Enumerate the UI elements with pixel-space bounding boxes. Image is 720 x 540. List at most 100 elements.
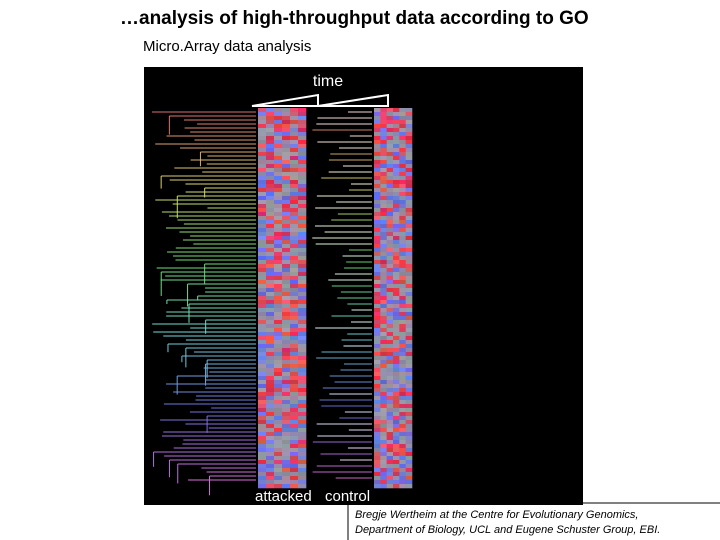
heatmap-cell <box>274 460 283 465</box>
heatmap-cell <box>266 420 275 425</box>
heatmap-cell <box>282 264 291 269</box>
heatmap-cell <box>374 460 381 465</box>
heatmap-cell <box>266 244 275 249</box>
heatmap-cell <box>393 132 400 137</box>
heatmap-cell <box>258 144 267 149</box>
heatmap-cell <box>374 448 381 453</box>
heatmap-cell <box>393 396 400 401</box>
heatmap-cell <box>258 416 267 421</box>
heatmap-cell <box>258 428 267 433</box>
heatmap-cell <box>393 236 400 241</box>
heatmap-cell <box>298 268 307 273</box>
heatmap-cell <box>380 388 387 393</box>
heatmap-cell <box>266 224 275 229</box>
time-wedge <box>251 93 319 107</box>
heatmap-cell <box>274 356 283 361</box>
heatmap-cell <box>266 268 275 273</box>
heatmap-cell <box>399 420 406 425</box>
heatmap-cell <box>405 252 413 257</box>
heatmap-cell <box>399 236 406 241</box>
heatmap-cell <box>266 300 275 305</box>
heatmap-cell <box>386 232 394 237</box>
heatmap-cell <box>290 132 299 137</box>
heatmap-cell <box>274 464 283 469</box>
heatmap-cell <box>290 280 299 285</box>
heatmap-cell <box>380 148 387 153</box>
heatmap-cell <box>399 132 406 137</box>
heatmap-cell <box>374 220 381 225</box>
heatmap-cell <box>298 196 307 201</box>
heatmap-cell <box>282 332 291 337</box>
heatmap-cell <box>258 464 267 469</box>
heatmap-cell <box>405 452 413 457</box>
heatmap-cell <box>258 276 267 281</box>
heatmap-cell <box>282 356 291 361</box>
heatmap-cell <box>282 280 291 285</box>
heatmap-cell <box>399 476 406 481</box>
heatmap-cell <box>399 312 406 317</box>
heatmap-cell <box>298 440 307 445</box>
heatmap-cell <box>258 396 267 401</box>
heatmap-cell <box>386 108 394 113</box>
heatmap-cell <box>298 128 307 133</box>
heatmap-cell <box>393 192 400 197</box>
heatmap-cell <box>290 272 299 277</box>
heatmap-cell <box>298 304 307 309</box>
heatmap-cell <box>258 112 267 117</box>
heatmap-cell <box>374 332 381 337</box>
heatmap-cell <box>274 328 283 333</box>
heatmap-cell <box>380 312 387 317</box>
heatmap-cell <box>380 324 387 329</box>
heatmap-cell <box>274 300 283 305</box>
heatmap-cell <box>399 296 406 301</box>
heatmap-cell <box>258 484 267 489</box>
heatmap-cell <box>380 372 387 377</box>
heatmap-cell <box>386 288 394 293</box>
heatmap-cell <box>393 336 400 341</box>
heatmap-cell <box>282 268 291 273</box>
heatmap-cell <box>399 240 406 245</box>
heatmap-cell <box>374 276 381 281</box>
heatmap-cell <box>290 200 299 205</box>
heatmap-cell <box>399 280 406 285</box>
heatmap-cell <box>274 172 283 177</box>
heatmap-cell <box>393 272 400 277</box>
heatmap-cell <box>380 364 387 369</box>
heatmap-cell <box>405 416 413 421</box>
heatmap-cell <box>386 224 394 229</box>
heatmap-cell <box>405 272 413 277</box>
heatmap-cell <box>282 152 291 157</box>
heatmap-cell <box>393 360 400 365</box>
heatmap-cell <box>380 316 387 321</box>
heatmap-cell <box>266 376 275 381</box>
heatmap-cell <box>290 292 299 297</box>
heatmap-cell <box>298 228 307 233</box>
heatmap-cell <box>266 444 275 449</box>
heatmap-cell <box>393 316 400 321</box>
heatmap-cell <box>393 296 400 301</box>
heatmap-cell <box>405 336 413 341</box>
heatmap-cell <box>282 200 291 205</box>
heatmap-cell <box>405 164 413 169</box>
heatmap-cell <box>374 144 381 149</box>
heatmap-cell <box>298 344 307 349</box>
heatmap-cell <box>380 260 387 265</box>
heatmap-cell <box>380 264 387 269</box>
heatmap-cell <box>290 332 299 337</box>
heatmap-cell <box>399 212 406 217</box>
heatmap-cell <box>393 208 400 213</box>
heatmap-cell <box>274 324 283 329</box>
heatmap-cell <box>266 344 275 349</box>
heatmap-cell <box>290 368 299 373</box>
heatmap-cell <box>405 440 413 445</box>
heatmap-cell <box>290 348 299 353</box>
heatmap-cell <box>374 240 381 245</box>
heatmap-cell <box>405 116 413 121</box>
heatmap-cell <box>298 224 307 229</box>
heatmap-cell <box>266 480 275 485</box>
heatmap-cell <box>290 336 299 341</box>
heatmap-cell <box>274 260 283 265</box>
heatmap-cell <box>399 480 406 485</box>
heatmap-cell <box>258 436 267 441</box>
heatmap-cell <box>393 260 400 265</box>
